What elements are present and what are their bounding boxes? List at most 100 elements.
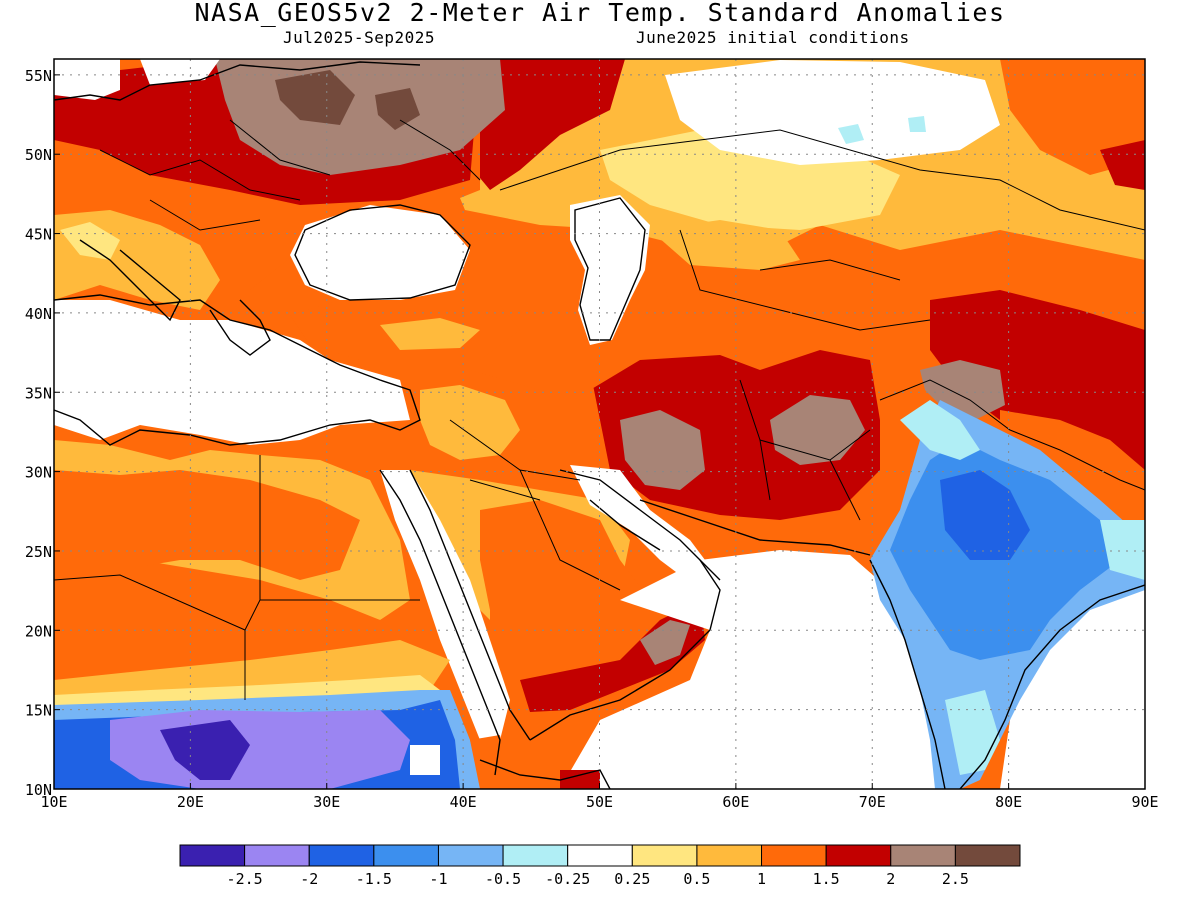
anomaly-region-somalia-red xyxy=(560,770,600,789)
anomaly-region-oman-brown xyxy=(640,620,690,665)
lat-label: 45N xyxy=(25,226,52,244)
anomaly-region-siberia-orange xyxy=(1000,59,1145,175)
lat-label: 35N xyxy=(25,384,52,402)
anomaly-region-kazakh-white xyxy=(665,60,1000,165)
border-russia-kazakhstan xyxy=(499,129,1145,231)
colorbar-label: 2.5 xyxy=(942,870,969,888)
anomaly-region-sahara-orange xyxy=(54,470,360,580)
colorbar-label: -0.5 xyxy=(485,870,521,888)
axis-labels: 10E 20E 30E 40E 50E 60E 70E 80E 90E 10N 15N 20N 25N 3… xyxy=(25,67,1159,811)
colorbar xyxy=(179,844,1021,867)
anomaly-region-sudan-lavender xyxy=(110,710,410,789)
lon-label: 40E xyxy=(450,793,477,811)
colorbar-swatch xyxy=(308,844,375,867)
lon-label: 60E xyxy=(722,793,749,811)
colorbar-swatch xyxy=(696,844,763,867)
colorbar-swatch xyxy=(502,844,569,867)
no-data-caspian xyxy=(570,195,650,345)
lat-label: 10N xyxy=(25,781,52,799)
no-data-persian-gulf xyxy=(570,465,720,590)
coastline-red-sea xyxy=(379,469,501,776)
map-ticks xyxy=(53,74,1146,790)
no-data-black-sea xyxy=(290,205,470,300)
anomaly-region-afghanistan-brown xyxy=(770,395,865,465)
anomaly-region-sudan-indigo xyxy=(160,720,250,780)
coastline-india-east xyxy=(959,584,1145,789)
anomaly-region-far-east-red xyxy=(1100,140,1145,190)
lon-label: 20E xyxy=(177,793,204,811)
anomaly-region-north-europe-white xyxy=(54,59,120,100)
anomaly-region-kazakh-cyan-2 xyxy=(908,116,926,132)
border-sahara xyxy=(54,455,420,700)
coastline-italy xyxy=(79,239,181,322)
lat-label: 50N xyxy=(25,146,52,164)
no-data-red-sea-white xyxy=(380,470,510,740)
lat-label: 55N xyxy=(25,67,52,85)
anomaly-region-ukraine-darkbrown xyxy=(275,70,355,125)
colorbar-label: -1 xyxy=(429,870,447,888)
colorbar-swatch xyxy=(631,844,698,867)
anomaly-region-south-india-cyan xyxy=(945,690,1000,775)
anomaly-region-tibet-red xyxy=(930,290,1145,470)
lat-label: 15N xyxy=(25,702,52,720)
anomaly-region-kazakh-cyan xyxy=(838,124,864,144)
anomaly-region-turkey-yellow xyxy=(380,318,480,350)
lon-label: 90E xyxy=(1131,793,1158,811)
colorbar-label: -0.25 xyxy=(545,870,590,888)
anomaly-region-central-asia-yellow xyxy=(650,220,800,270)
border-central-asia xyxy=(679,229,931,331)
colorbar-label: -1.5 xyxy=(356,870,392,888)
anomaly-region-iran-brown xyxy=(620,410,705,490)
colorbar-swatch xyxy=(761,844,827,867)
coastline-horn-of-africa xyxy=(479,759,611,789)
coastline-greece xyxy=(209,299,271,356)
border-iran-afghanistan xyxy=(739,379,871,521)
colorbar-label: 1 xyxy=(757,870,766,888)
anomaly-region-iraq-yellow xyxy=(420,385,520,460)
coastline-arabia-south xyxy=(529,559,721,741)
colorbar-labels: -2.5 -2 -1.5 -1 -0.5 -0.25 0.25 0.5 1 1.5 2 2.5 xyxy=(227,870,969,888)
map-grid xyxy=(54,59,1145,789)
coastline-caspian xyxy=(574,197,646,341)
colorbar-swatch xyxy=(825,844,892,867)
lat-label: 30N xyxy=(25,464,52,482)
anomaly-region-bengal-cyan xyxy=(1100,520,1145,580)
no-data-ethiopia-white xyxy=(410,745,440,775)
lon-label: 70E xyxy=(859,793,886,811)
colorbar-swatch xyxy=(437,844,504,867)
colorbar-swatch xyxy=(244,844,310,867)
colorbar-label: 0.5 xyxy=(683,870,710,888)
colorbar-swatch xyxy=(954,844,1021,867)
border-himalaya xyxy=(879,379,1145,491)
coastline-black-sea xyxy=(294,204,471,301)
colorbar-swatch xyxy=(890,844,956,867)
country-borders xyxy=(54,119,1145,700)
colorbar-swatch xyxy=(373,844,439,867)
colorbar-swatch xyxy=(179,844,246,867)
coastline-mediterranean xyxy=(54,294,421,446)
coastline-iran-south xyxy=(639,499,871,556)
lat-label: 25N xyxy=(25,543,52,561)
lon-label: 80E xyxy=(995,793,1022,811)
colorbar-label: -2 xyxy=(300,870,318,888)
anomaly-region-india-blue xyxy=(940,470,1030,560)
coastline-india-west xyxy=(869,559,946,789)
border-europe xyxy=(99,119,481,231)
map-title: NASA_GEOS5v2 2-Meter Air Temp. Standard … xyxy=(194,0,1006,27)
colorbar-label: 0.25 xyxy=(614,870,650,888)
anomaly-region-ukraine-darkbrown-2 xyxy=(375,88,420,130)
anomaly-region-italy-yellow xyxy=(60,222,120,260)
no-data-mediterranean xyxy=(54,300,410,445)
anomaly-region-iran-orange-belt xyxy=(535,370,610,480)
anomaly-region-north-europe-white-2 xyxy=(140,59,220,85)
colorbar-swatch xyxy=(567,844,633,867)
lon-label: 50E xyxy=(586,793,613,811)
anomaly-map xyxy=(54,59,1145,789)
initial-conditions: June2025 initial conditions xyxy=(636,28,910,47)
forecast-period: Jul2025-Sep2025 xyxy=(283,28,435,47)
lon-label: 30E xyxy=(313,793,340,811)
colorbar-label: 2 xyxy=(886,870,895,888)
colorbar-label: 1.5 xyxy=(813,870,840,888)
anomaly-region-india-cyan xyxy=(900,400,980,460)
